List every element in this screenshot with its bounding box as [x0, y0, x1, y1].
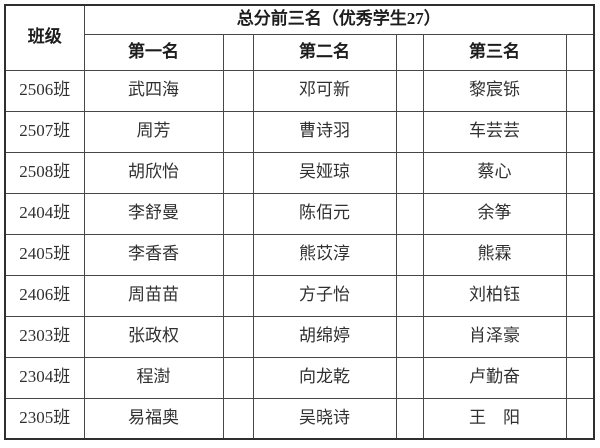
- first-place-cell: 李香香: [83, 233, 224, 276]
- spacer-cell: [395, 397, 424, 440]
- third-place-cell: 车芸芸: [422, 110, 567, 153]
- table-row: 2506班 武四海 邓可新 黎宸铄: [4, 69, 595, 112]
- third-place-cell: 肖泽豪: [422, 315, 567, 358]
- spacer-cell: [222, 274, 254, 317]
- table-row: 2303班 张政权 胡绵婷 肖泽豪: [4, 315, 595, 358]
- spacer-cell: [565, 192, 595, 235]
- spacer-cell: [565, 356, 595, 399]
- class-cell: 2303班: [4, 315, 85, 358]
- spacer-cell: [395, 69, 424, 112]
- first-place-cell: 周苗苗: [83, 274, 224, 317]
- class-cell: 2406班: [4, 274, 85, 317]
- spacer-cell: [395, 151, 424, 194]
- spacer-cell: [565, 315, 595, 358]
- rank-header-second: 第二名: [252, 33, 397, 71]
- third-place-cell: 王 阳: [422, 397, 567, 440]
- second-place-cell: 熊苡淳: [252, 233, 397, 276]
- second-place-cell: 向龙乾: [252, 356, 397, 399]
- spacer-cell: [395, 110, 424, 153]
- third-place-cell: 黎宸铄: [422, 69, 567, 112]
- class-top3-table: 班级 总分前三名（优秀学生27） 第一名 第二名 第三名 2506班 武四海 邓…: [4, 4, 595, 440]
- class-cell: 2507班: [4, 110, 85, 153]
- table-row: 2305班 易福奥 吴晓诗 王 阳: [4, 397, 595, 440]
- second-place-cell: 方子怡: [252, 274, 397, 317]
- second-place-cell: 吴晓诗: [252, 397, 397, 440]
- second-place-cell: 曹诗羽: [252, 110, 397, 153]
- spacer-cell: [395, 192, 424, 235]
- class-cell: 2506班: [4, 69, 85, 112]
- spacer-cell: [222, 192, 254, 235]
- spacer-cell: [222, 151, 254, 194]
- table-body: 2506班 武四海 邓可新 黎宸铄 2507班 周芳 曹诗羽 车芸芸 2508班…: [4, 69, 595, 440]
- spacer-cell: [222, 110, 254, 153]
- spacer-cell: [222, 356, 254, 399]
- table-row: 2406班 周苗苗 方子怡 刘柏钰: [4, 274, 595, 317]
- third-place-cell: 蔡心: [422, 151, 567, 194]
- spacer-header-cell: [395, 33, 424, 71]
- second-place-cell: 邓可新: [252, 69, 397, 112]
- class-cell: 2404班: [4, 192, 85, 235]
- first-place-cell: 程澍: [83, 356, 224, 399]
- second-place-cell: 吴娅琼: [252, 151, 397, 194]
- second-place-cell: 胡绵婷: [252, 315, 397, 358]
- spacer-cell: [222, 69, 254, 112]
- third-place-cell: 卢勤奋: [422, 356, 567, 399]
- rank-header-row: 第一名 第二名 第三名: [5, 33, 595, 71]
- spacer-cell: [395, 315, 424, 358]
- first-place-cell: 武四海: [83, 69, 224, 112]
- first-place-cell: 张政权: [83, 315, 224, 358]
- spacer-header-cell: [222, 33, 254, 71]
- spacer-header-cell: [565, 33, 595, 71]
- table-title-row: 班级 总分前三名（优秀学生27）: [4, 4, 595, 71]
- spacer-cell: [565, 274, 595, 317]
- class-cell: 2305班: [4, 397, 85, 440]
- spacer-cell: [565, 233, 595, 276]
- spacer-cell: [395, 274, 424, 317]
- table-header: 班级 总分前三名（优秀学生27） 第一名 第二名 第三名: [4, 4, 595, 71]
- second-place-cell: 陈佰元: [252, 192, 397, 235]
- spacer-cell: [565, 397, 595, 440]
- rank-header-third: 第三名: [422, 33, 567, 71]
- third-place-cell: 熊霖: [422, 233, 567, 276]
- first-place-cell: 李舒曼: [83, 192, 224, 235]
- table-title: 总分前三名（优秀学生27）: [83, 4, 595, 35]
- first-place-cell: 胡欣怡: [83, 151, 224, 194]
- spacer-cell: [565, 69, 595, 112]
- class-cell: 2405班: [4, 233, 85, 276]
- table-row: 2507班 周芳 曹诗羽 车芸芸: [4, 110, 595, 153]
- spacer-cell: [565, 110, 595, 153]
- table-row: 2508班 胡欣怡 吴娅琼 蔡心: [4, 151, 595, 194]
- spacer-cell: [222, 233, 254, 276]
- class-cell: 2304班: [4, 356, 85, 399]
- rank-header-first: 第一名: [83, 33, 224, 71]
- first-place-cell: 周芳: [83, 110, 224, 153]
- table-row: 2405班 李香香 熊苡淳 熊霖: [4, 233, 595, 276]
- third-place-cell: 刘柏钰: [422, 274, 567, 317]
- class-cell: 2508班: [4, 151, 85, 194]
- spacer-cell: [565, 151, 595, 194]
- spacer-cell: [222, 315, 254, 358]
- spacer-cell: [222, 397, 254, 440]
- spacer-cell: [395, 233, 424, 276]
- corner-header-class: 班级: [4, 4, 85, 71]
- table-row: 2404班 李舒曼 陈佰元 余筝: [4, 192, 595, 235]
- third-place-cell: 余筝: [422, 192, 567, 235]
- table-row: 2304班 程澍 向龙乾 卢勤奋: [4, 356, 595, 399]
- first-place-cell: 易福奥: [83, 397, 224, 440]
- spacer-cell: [395, 356, 424, 399]
